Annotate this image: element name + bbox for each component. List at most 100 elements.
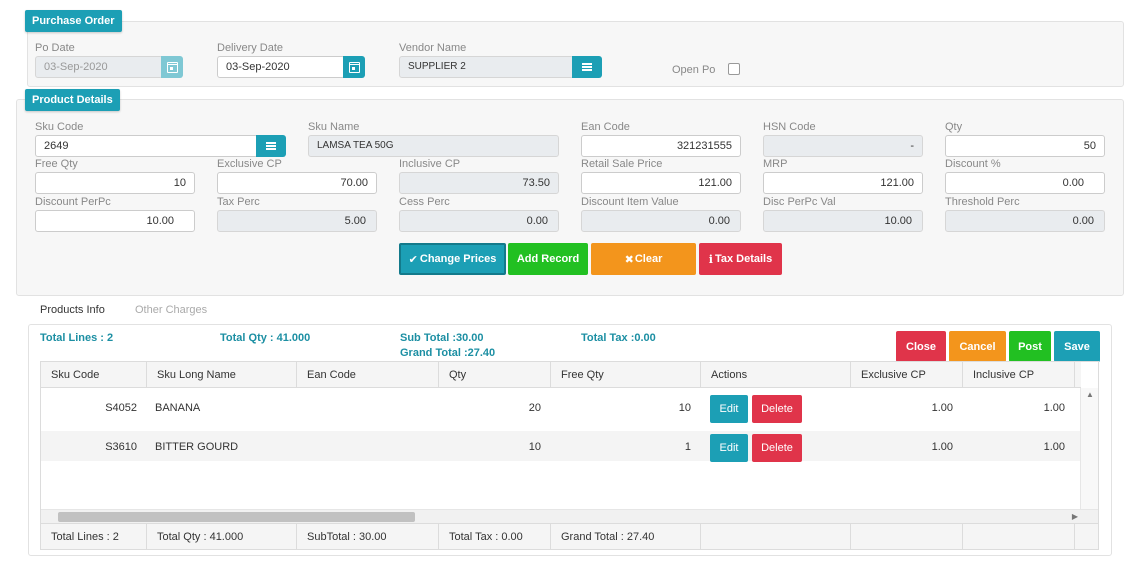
vertical-scrollbar[interactable]: ▲ ▼ [1080,388,1098,524]
clear-button[interactable]: ✖ Clear [591,243,696,275]
footer-grand-total: Grand Total : 27.40 [551,524,701,549]
delivery-date-field[interactable]: 03-Sep-2020 [217,56,345,78]
summary-total-tax: Total Tax :0.00 [581,332,656,344]
sku-code-field[interactable]: 2649 [35,135,258,157]
add-record-label: Add Record [516,253,580,265]
x-icon: ✖ [624,253,634,266]
discount-item-value-field[interactable]: 0.00 [581,210,741,232]
open-po-checkbox[interactable] [728,63,740,75]
footer-empty-incl [963,524,1075,549]
sku-select-button[interactable] [256,135,286,157]
discount-perpc-label: Discount PerPc [35,196,111,208]
sku-code-label: Sku Code [35,121,84,133]
po-date-field[interactable]: 03-Sep-2020 [35,56,163,78]
row-qty: 20 [528,402,541,414]
post-button[interactable]: Post [1009,331,1051,362]
footer-subtotal: SubTotal : 30.00 [297,524,439,549]
calendar-icon [166,61,178,73]
exclusive-cp-field[interactable]: 70.00 [217,172,377,194]
po-date-calendar-button[interactable] [161,56,183,78]
table-row[interactable]: S4052 BANANA 20 10 Edit Delete 1.00 1.00 [41,392,1081,424]
delivery-date-calendar-button[interactable] [343,56,365,78]
footer-total-qty: Total Qty : 41.000 [147,524,297,549]
info-icon: i [708,252,713,266]
row-sku-long-name: BANANA [155,402,201,414]
tax-details-label: Tax Details [714,253,773,265]
col-header-exclusive-cp[interactable]: Exclusive CP [851,362,963,388]
po-date-label: Po Date [35,42,75,54]
footer-empty-actions [701,524,851,549]
col-header-free-qty[interactable]: Free Qty [551,362,701,388]
vendor-name-field[interactable]: SUPPLIER 2 [399,56,574,78]
row-delete-button[interactable]: Delete [752,395,802,423]
ean-code-label: Ean Code [581,121,630,133]
col-header-ean-code[interactable]: Ean Code [297,362,439,388]
grid-footer: Total Lines : 2 Total Qty : 41.000 SubTo… [41,523,1098,549]
ean-code-field[interactable]: 321231555 [581,135,741,157]
vendor-name-label: Vendor Name [399,42,467,54]
col-header-inclusive-cp[interactable]: Inclusive CP [963,362,1075,388]
sku-name-label: Sku Name [308,121,360,133]
footer-empty-excl [851,524,963,549]
horizontal-scrollbar[interactable]: ▶ [41,509,1098,523]
vendor-select-button[interactable] [572,56,602,78]
threshold-perc-field[interactable]: 0.00 [945,210,1105,232]
disc-perpc-val-field[interactable]: 10.00 [763,210,923,232]
sku-name-field[interactable]: LAMSA TEA 50G [308,135,559,157]
inclusive-cp-field[interactable]: 73.50 [399,172,559,194]
col-header-qty[interactable]: Qty [439,362,551,388]
row-exclusive-cp: 1.00 [931,441,953,453]
close-button[interactable]: Close [896,331,946,362]
menu-icon [266,142,276,150]
table-row[interactable]: S3610 BITTER GOURD 10 1 Edit Delete 1.00… [41,429,1081,462]
discount-pct-field[interactable]: 0.00 [945,172,1105,194]
tax-perc-label: Tax Perc [217,196,260,208]
save-button[interactable]: Save [1054,331,1100,362]
row-edit-button[interactable]: Edit [710,434,748,462]
horizontal-scroll-thumb[interactable] [58,512,415,522]
cancel-button[interactable]: Cancel [949,331,1006,362]
col-header-sku-code[interactable]: Sku Code [41,362,147,388]
summary-grand-total: Grand Total :27.40 [400,347,496,359]
disc-perpc-val-label: Disc PerPc Val [763,196,836,208]
discount-pct-label: Discount % [945,158,1001,170]
scroll-up-icon[interactable]: ▲ [1086,390,1094,399]
tab-products-info[interactable]: Products Info [40,304,105,316]
product-details-title: Product Details [25,89,120,111]
row-edit-button[interactable]: Edit [710,395,748,423]
open-po-label: Open Po [672,64,716,76]
row-sku-long-name: BITTER GOURD [155,441,239,453]
inclusive-cp-label: Inclusive CP [399,158,461,170]
menu-icon [582,63,592,71]
col-header-actions[interactable]: Actions [701,362,851,388]
free-qty-field[interactable]: 10 [35,172,195,194]
retail-sale-price-label: Retail Sale Price [581,158,663,170]
grid-header: Sku Code Sku Long Name Ean Code Qty Free… [41,362,1081,388]
hsn-code-field[interactable]: - [763,135,923,157]
qty-label: Qty [945,121,963,133]
delivery-date-label: Delivery Date [217,42,284,54]
footer-total-lines: Total Lines : 2 [41,524,147,549]
summary-total-qty: Total Qty : 41.000 [220,332,311,344]
cess-perc-field[interactable]: 0.00 [399,210,559,232]
retail-sale-price-field[interactable]: 121.00 [581,172,741,194]
footer-total-tax: Total Tax : 0.00 [439,524,551,549]
col-header-sku-long-name[interactable]: Sku Long Name [147,362,297,388]
cess-perc-label: Cess Perc [399,196,450,208]
tax-perc-field[interactable]: 5.00 [217,210,377,232]
scroll-right-icon[interactable]: ▶ [1071,512,1078,521]
tab-other-charges[interactable]: Other Charges [135,304,208,316]
discount-perpc-field[interactable]: 10.00 [35,210,195,232]
tax-details-button[interactable]: i Tax Details [699,243,782,275]
products-grid: Sku Code Sku Long Name Ean Code Qty Free… [40,361,1099,550]
mrp-field[interactable]: 121.00 [763,172,923,194]
row-inclusive-cp: 1.00 [1043,402,1065,414]
change-prices-button[interactable]: ✔ Change Prices [399,243,506,275]
add-record-button[interactable]: Add Record [508,243,588,275]
row-delete-button[interactable]: Delete [752,434,802,462]
check-icon: ✔ [408,253,418,266]
row-exclusive-cp: 1.00 [931,402,953,414]
row-free-qty: 10 [678,402,691,414]
row-qty: 10 [528,441,541,453]
qty-field[interactable]: 50 [945,135,1105,157]
